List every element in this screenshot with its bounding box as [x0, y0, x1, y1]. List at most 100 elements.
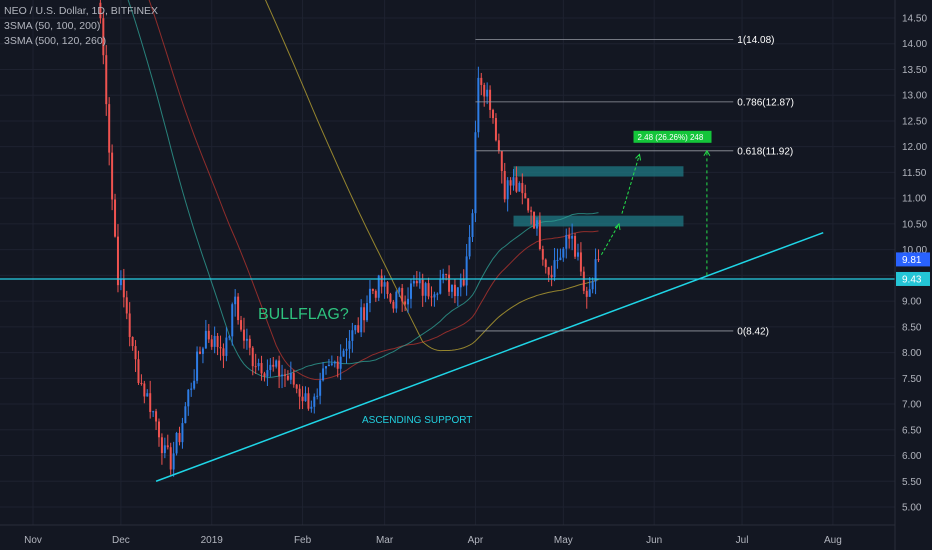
- candle-body[interactable]: [462, 279, 465, 286]
- candle-body[interactable]: [377, 275, 380, 298]
- candle-body[interactable]: [366, 303, 369, 321]
- candle-body[interactable]: [286, 375, 289, 380]
- candle-body[interactable]: [143, 383, 146, 397]
- candle-body[interactable]: [354, 325, 357, 331]
- candle-body[interactable]: [442, 273, 445, 280]
- candle-body[interactable]: [500, 150, 503, 171]
- candle-body[interactable]: [392, 301, 395, 309]
- projection-arrow-2[interactable]: [621, 154, 640, 214]
- candle-body[interactable]: [237, 296, 240, 321]
- candle-body[interactable]: [553, 260, 556, 278]
- candle-body[interactable]: [336, 361, 339, 369]
- candle-body[interactable]: [234, 296, 237, 305]
- candle-body[interactable]: [494, 118, 497, 141]
- candle-body[interactable]: [591, 281, 594, 290]
- candle-body[interactable]: [404, 301, 407, 305]
- candle-body[interactable]: [439, 279, 442, 294]
- candle-body[interactable]: [295, 384, 298, 389]
- projection-arrow-1[interactable]: [600, 223, 620, 256]
- candle-body[interactable]: [201, 348, 204, 354]
- candle-body[interactable]: [521, 183, 524, 194]
- candle-body[interactable]: [527, 198, 530, 211]
- candle-body[interactable]: [395, 291, 398, 309]
- candle-body[interactable]: [187, 389, 190, 407]
- candle-body[interactable]: [149, 393, 152, 412]
- candle-body[interactable]: [281, 374, 284, 377]
- last-price-badge[interactable]: [896, 252, 930, 267]
- candle-body[interactable]: [196, 351, 199, 381]
- candle-body[interactable]: [585, 290, 588, 297]
- candle-body[interactable]: [453, 284, 456, 297]
- supply-zone[interactable]: [513, 166, 684, 177]
- candle-body[interactable]: [172, 453, 175, 470]
- candle-body[interactable]: [465, 256, 468, 286]
- candle-body[interactable]: [298, 388, 301, 397]
- sma-fast-label[interactable]: 3SMA (50, 100, 200): [4, 20, 101, 32]
- candle-body[interactable]: [228, 336, 231, 338]
- candle-body[interactable]: [515, 177, 518, 192]
- candle-body[interactable]: [190, 388, 193, 390]
- candle-body[interactable]: [363, 307, 366, 321]
- candle-body[interactable]: [111, 152, 114, 200]
- candle-body[interactable]: [219, 347, 222, 349]
- candle-body[interactable]: [518, 183, 521, 192]
- candle-body[interactable]: [541, 248, 544, 260]
- candle-body[interactable]: [512, 177, 515, 186]
- candle-body[interactable]: [319, 380, 322, 396]
- candle-body[interactable]: [430, 296, 433, 298]
- candle-body[interactable]: [178, 432, 181, 443]
- candle-body[interactable]: [357, 325, 360, 333]
- candle-body[interactable]: [248, 338, 251, 348]
- candle-body[interactable]: [351, 330, 354, 341]
- candle-body[interactable]: [108, 104, 111, 153]
- candle-body[interactable]: [576, 252, 579, 257]
- candle-body[interactable]: [157, 421, 160, 438]
- candle-body[interactable]: [486, 89, 489, 97]
- candle-body[interactable]: [342, 350, 345, 357]
- candle-body[interactable]: [477, 77, 480, 133]
- candle-body[interactable]: [213, 335, 216, 347]
- candle-body[interactable]: [424, 283, 427, 296]
- candle-body[interactable]: [445, 273, 448, 275]
- candle-body[interactable]: [533, 211, 536, 229]
- candle-body[interactable]: [348, 340, 351, 349]
- candle-body[interactable]: [272, 364, 275, 367]
- candle-body[interactable]: [222, 348, 225, 356]
- candle-body[interactable]: [594, 259, 597, 282]
- candle-body[interactable]: [134, 346, 137, 360]
- candle-body[interactable]: [263, 373, 266, 377]
- candle-body[interactable]: [301, 396, 304, 402]
- sma-slow-label[interactable]: 3SMA (500, 120, 260): [4, 35, 107, 47]
- candle-body[interactable]: [427, 283, 430, 297]
- candle-body[interactable]: [322, 368, 325, 381]
- candle-body[interactable]: [152, 411, 155, 413]
- candle-body[interactable]: [509, 180, 512, 186]
- candle-body[interactable]: [471, 213, 474, 238]
- candle-body[interactable]: [538, 220, 541, 249]
- candle-body[interactable]: [216, 335, 219, 348]
- candle-body[interactable]: [140, 382, 143, 384]
- candle-body[interactable]: [597, 259, 600, 261]
- candle-body[interactable]: [225, 337, 228, 356]
- candle-body[interactable]: [436, 293, 439, 295]
- candle-body[interactable]: [574, 236, 577, 257]
- candle-body[interactable]: [380, 275, 383, 287]
- candle-body[interactable]: [503, 170, 506, 200]
- candle-body[interactable]: [480, 77, 483, 85]
- candle-body[interactable]: [207, 330, 210, 340]
- candle-body[interactable]: [114, 199, 117, 237]
- candle-body[interactable]: [251, 347, 254, 367]
- supply-zone[interactable]: [513, 215, 684, 227]
- candle-body[interactable]: [582, 271, 585, 291]
- candle-body[interactable]: [456, 287, 459, 297]
- candle-body[interactable]: [360, 307, 363, 333]
- candle-body[interactable]: [544, 259, 547, 268]
- candle-body[interactable]: [260, 362, 263, 374]
- candle-body[interactable]: [146, 393, 149, 397]
- candle-body[interactable]: [450, 284, 453, 292]
- candle-body[interactable]: [421, 279, 424, 296]
- candle-body[interactable]: [371, 288, 374, 291]
- level-price-badge[interactable]: [896, 271, 930, 286]
- candles[interactable]: [99, 0, 600, 477]
